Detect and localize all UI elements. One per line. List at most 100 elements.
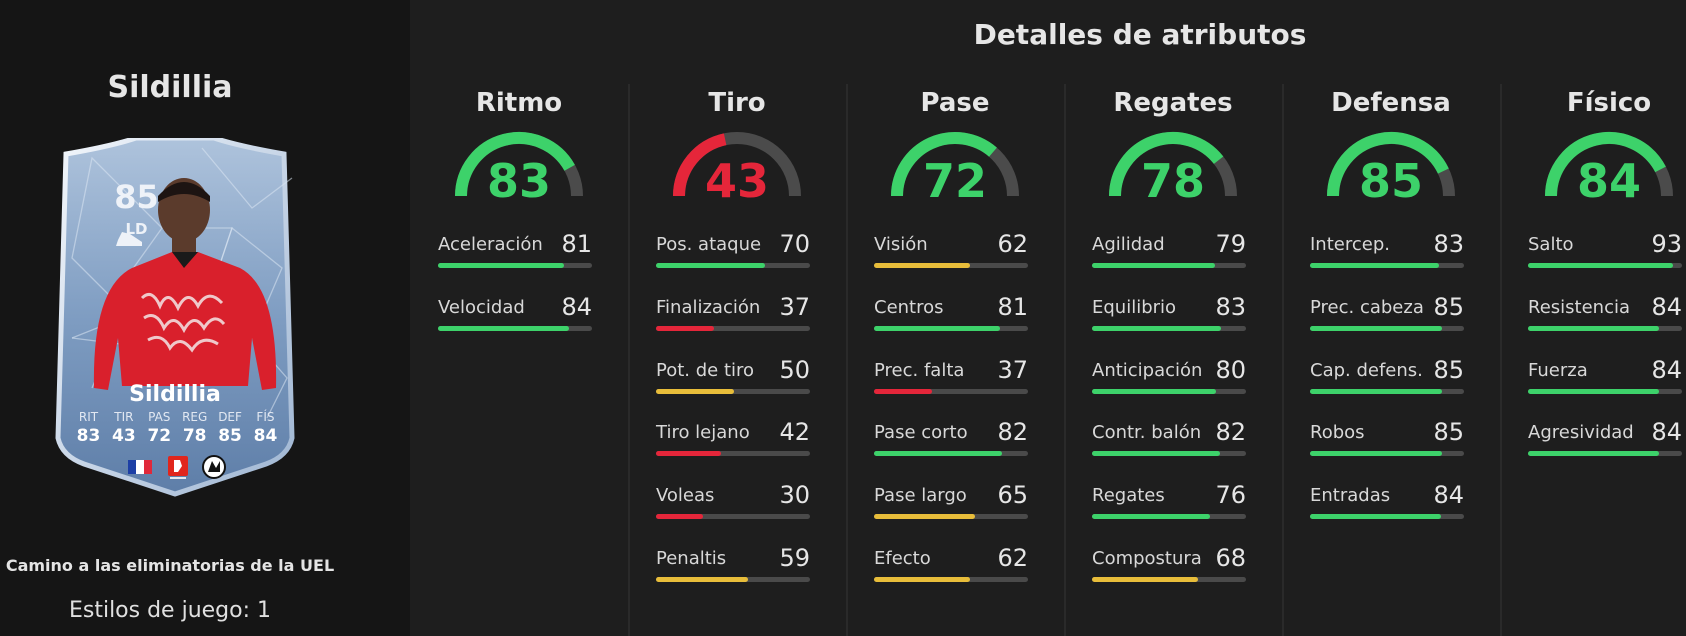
category-4[interactable]: Defensa 85 Intercep. 83 Prec. cabeza 85 Cap. d… — [1282, 0, 1500, 636]
attribute-value: 83 — [1433, 230, 1464, 258]
attribute-value: 82 — [1215, 418, 1246, 446]
attribute-bar — [438, 263, 592, 268]
nation-flag-icon — [128, 460, 152, 474]
attribute-value: 37 — [997, 356, 1028, 384]
category-gauge — [891, 132, 1019, 197]
category-gauge — [455, 132, 583, 197]
attribute-bar — [1310, 263, 1464, 268]
attribute-value: 84 — [1433, 481, 1464, 509]
attribute-bar-fill — [1092, 263, 1215, 268]
attribute-label: Resistencia — [1528, 297, 1630, 318]
attribute-bar — [1310, 389, 1464, 394]
attribute-value: 81 — [997, 293, 1028, 321]
card-stat-value: 85 — [218, 426, 242, 446]
attribute-value: 50 — [779, 356, 810, 384]
card-badges — [124, 452, 234, 482]
attribute-bar-fill — [656, 577, 748, 582]
attribute-label: Compostura — [1092, 548, 1202, 569]
category-3[interactable]: Regates 78 Agilidad 79 Equilibrio 83 Anticipac… — [1064, 0, 1282, 636]
card-stat-label: DEF — [218, 410, 242, 424]
attribute-value: 62 — [997, 230, 1028, 258]
attribute-label: Efecto — [874, 548, 931, 569]
attribute-bar — [1528, 451, 1682, 456]
column-divider — [1064, 84, 1066, 636]
panel-title: Detalles de atributos — [973, 18, 1307, 51]
attribute-bar — [656, 389, 810, 394]
card-stat-1: TIR 43 — [107, 410, 140, 446]
attribute-bar-fill — [656, 326, 714, 331]
attribute-value: 84 — [1651, 293, 1682, 321]
promo-title: Camino a las eliminatorias de la UEL — [5, 556, 335, 575]
card-stat-2: PAS 72 — [143, 410, 176, 446]
category-1[interactable]: Tiro 43 Pos. ataque 70 Finalización 37 Pot. de… — [628, 0, 846, 636]
category-0[interactable]: Ritmo 83 Aceleración 81 Velocidad 84 — [410, 0, 628, 636]
attribute-label: Intercep. — [1310, 234, 1390, 255]
card-background — [55, 138, 295, 497]
card-stat-value: 78 — [182, 426, 207, 446]
attribute-bar — [438, 326, 592, 331]
attribute-label: Salto — [1528, 234, 1574, 255]
attribute-value: 84 — [1651, 418, 1682, 446]
card-stat-value: 84 — [253, 426, 278, 446]
gauge-fill — [891, 132, 997, 197]
category-2[interactable]: Pase 72 Visión 62 Centros 81 Prec. falta 37 Pase… — [846, 0, 1064, 636]
attribute-bar — [874, 451, 1028, 456]
gauge-fill — [1109, 132, 1224, 197]
playstyles-count[interactable]: Estilos de juego: 1 — [68, 598, 272, 623]
attribute-bar-fill — [1310, 514, 1441, 519]
card-stat-0: RIT 83 — [72, 410, 105, 446]
attribute-value: 65 — [997, 481, 1028, 509]
card-stat-4: DEF 85 — [214, 410, 247, 446]
attribute-label: Agilidad — [1092, 234, 1165, 255]
attribute-value: 84 — [1651, 356, 1682, 384]
category-5[interactable]: Físico 84 Salto 93 Resistencia 84 Fuerza 84 Agre… — [1500, 0, 1686, 636]
attribute-bar-fill — [874, 451, 1002, 456]
card-stats: RIT 83 TIR 43 PAS 72 REG 78 DEF 85 FÍS 84 — [72, 410, 282, 446]
attribute-label: Pot. de tiro — [656, 360, 755, 381]
attribute-bar-fill — [874, 263, 971, 268]
attribute-bar — [1092, 326, 1246, 331]
category-value: 85 — [1358, 154, 1423, 208]
attribute-value: 85 — [1433, 293, 1464, 321]
attribute-value: 82 — [997, 418, 1028, 446]
attribute-value: 76 — [1215, 481, 1246, 509]
attribute-bar — [1528, 326, 1682, 331]
attribute-bar — [874, 263, 1028, 268]
attribute-label: Pase largo — [874, 485, 967, 506]
attribute-label: Prec. falta — [874, 360, 965, 381]
category-title: Físico — [1566, 88, 1652, 118]
attribute-bar-fill — [1310, 389, 1443, 394]
attribute-bar-fill — [874, 389, 932, 394]
attribute-bar — [656, 263, 810, 268]
card-stat-label: PAS — [148, 410, 171, 424]
attribute-bar — [1092, 577, 1246, 582]
attribute-label: Voleas — [656, 485, 715, 506]
column-divider — [1500, 84, 1502, 636]
attribute-bar-fill — [1092, 451, 1220, 456]
attribute-label: Finalización — [656, 297, 761, 318]
attribute-label: Robos — [1310, 422, 1365, 443]
attribute-bar-fill — [656, 514, 703, 519]
attribute-bar — [1528, 263, 1682, 268]
card-stat-5: FÍS 84 — [249, 410, 282, 446]
attribute-bar-fill — [1092, 389, 1217, 394]
attribute-bar — [1092, 263, 1246, 268]
attribute-bar — [1310, 451, 1464, 456]
attribute-bar — [656, 577, 810, 582]
player-card[interactable]: 85 LD Sildillia RIT 83 TIR 43 PAS 72 REG 78 DEF 8… — [52, 138, 298, 498]
category-gauge — [1545, 132, 1673, 197]
attribute-label: Aceleración — [438, 234, 543, 255]
category-gauge — [673, 132, 801, 197]
attribute-label: Cap. defens. — [1310, 360, 1423, 381]
attribute-label: Visión — [874, 234, 928, 255]
attribute-bar — [656, 326, 810, 331]
player-panel: Sildillia — [0, 0, 410, 636]
category-value: 78 — [1140, 154, 1205, 208]
attribute-bar-fill — [656, 451, 722, 456]
card-stat-value: 83 — [76, 426, 101, 446]
card-position: LD — [125, 220, 148, 238]
player-name: Sildillia — [107, 70, 233, 105]
attribute-bar-fill — [874, 577, 971, 582]
card-stat-label: FÍS — [256, 410, 275, 424]
attribute-value: 85 — [1433, 356, 1464, 384]
